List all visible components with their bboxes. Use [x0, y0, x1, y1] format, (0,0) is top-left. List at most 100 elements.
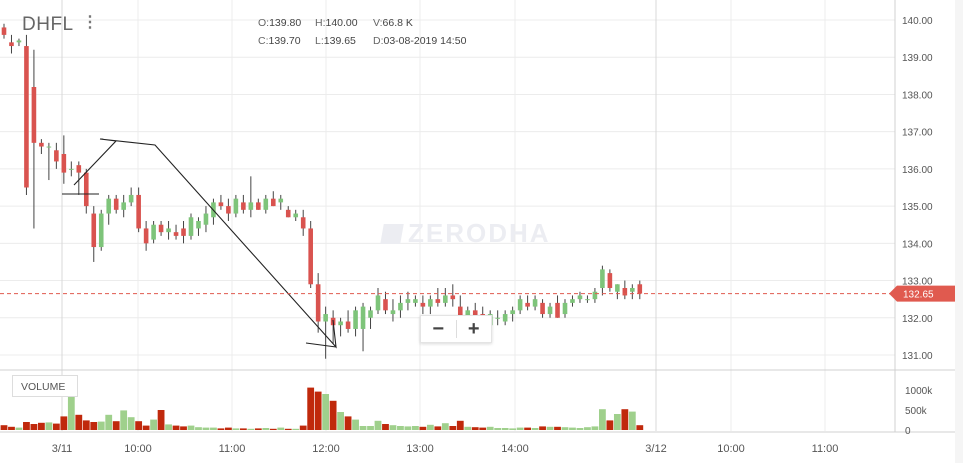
volume-label[interactable]: VOLUME	[12, 375, 78, 397]
volume-bar	[367, 426, 374, 430]
volume-bar	[613, 414, 621, 430]
ohlc-high: H:140.00	[315, 17, 358, 29]
volume-bar	[337, 412, 344, 430]
candle-body	[285, 209, 291, 218]
symbol-title[interactable]: DHFL	[22, 14, 74, 35]
volume-bar	[412, 426, 419, 430]
volume-bar	[239, 428, 247, 430]
last-price-label: 132.65	[903, 290, 934, 301]
candle-body	[188, 217, 194, 236]
x-tick-label: 10:00	[124, 443, 152, 455]
x-tick-label: 11:00	[812, 443, 839, 455]
candle-body	[517, 299, 523, 311]
candle-body	[577, 295, 583, 300]
candle-body	[622, 288, 628, 296]
candle-body	[9, 42, 14, 47]
volume-tick-label: 1000k	[905, 386, 933, 397]
volume-bar	[67, 378, 75, 430]
candle-body	[128, 194, 134, 203]
candle-body	[428, 299, 433, 307]
volume-bar	[374, 420, 382, 430]
candle-body	[181, 228, 186, 236]
volume-bar	[225, 427, 232, 430]
candle-body	[113, 198, 119, 210]
volume-bar	[426, 424, 434, 430]
ohlc-low: L:139.65	[315, 35, 356, 47]
zoom-out-button[interactable]: −	[432, 318, 445, 340]
zerodha-logo-icon	[380, 224, 404, 244]
volume-bar	[30, 424, 38, 430]
volume-bar	[75, 414, 83, 430]
zoom-in-button[interactable]: +	[467, 318, 480, 340]
drawing-trendline	[73, 138, 337, 349]
candle-body	[158, 224, 164, 233]
candle-body	[383, 299, 388, 311]
volume-bar	[247, 428, 255, 430]
volume-bar	[501, 428, 509, 430]
candle-body	[196, 221, 201, 229]
candle-body	[615, 284, 620, 292]
volume-bar	[329, 400, 337, 430]
volume-bar	[397, 426, 404, 430]
volume-bar	[628, 411, 636, 430]
candle-body	[450, 295, 456, 300]
candle-body	[525, 302, 530, 307]
volume-bar	[569, 427, 576, 430]
candle-body	[98, 213, 104, 248]
volume-bar	[591, 426, 599, 430]
candle-body	[570, 299, 575, 303]
volume-tick-label: 500k	[905, 406, 928, 417]
ohlc-volume: V:66.8 K	[373, 17, 413, 29]
more-options-icon[interactable]: ⋮	[82, 14, 98, 31]
y-tick-label: 136.00	[902, 165, 933, 176]
volume-bar	[539, 426, 546, 430]
x-tick-label: 13:00	[406, 443, 434, 455]
candle-body	[31, 87, 37, 143]
volume-bar	[471, 427, 479, 430]
candle-body	[420, 302, 426, 307]
volume-bar	[52, 423, 60, 430]
candle-body	[173, 232, 179, 236]
volume-tick-label: 0	[905, 426, 911, 437]
candle-body	[323, 314, 328, 322]
candle-body	[592, 291, 598, 300]
candle-body	[16, 40, 22, 43]
candle-body	[46, 146, 52, 148]
candle-body	[547, 306, 553, 315]
zoom-divider	[455, 320, 457, 338]
candle-body	[540, 302, 545, 315]
candle-body	[203, 213, 209, 225]
candle-body	[1, 27, 7, 35]
candle-body	[76, 165, 82, 173]
candle-body	[368, 310, 373, 318]
candle-body	[166, 228, 171, 233]
x-tick-label: 3/12	[645, 443, 666, 455]
volume-bar	[180, 426, 187, 430]
volume-bar	[150, 419, 157, 430]
volume-bar	[516, 427, 524, 430]
volume-bar	[277, 427, 285, 430]
volume-bar	[434, 426, 442, 430]
volume-bar	[554, 426, 561, 430]
scrollbar	[955, 0, 963, 463]
volume-bar	[599, 409, 606, 430]
candle-body	[136, 194, 141, 229]
candle-body	[315, 284, 321, 322]
volume-bar	[299, 425, 307, 430]
volume-bar	[344, 416, 352, 430]
drawing-line	[305, 342, 337, 348]
volume-bar	[90, 422, 98, 430]
y-tick-label: 138.00	[902, 90, 933, 101]
candle-body	[375, 295, 381, 311]
candle-body	[637, 284, 643, 294]
candle-body	[360, 306, 366, 329]
candle-body	[24, 46, 29, 188]
candle-body	[510, 310, 515, 315]
volume-bar	[127, 417, 135, 430]
volume-bar	[45, 422, 53, 430]
candle-body	[472, 310, 478, 318]
volume-bar	[456, 420, 464, 430]
volume-bar	[269, 428, 277, 430]
x-tick-label: 3/11	[52, 443, 73, 455]
